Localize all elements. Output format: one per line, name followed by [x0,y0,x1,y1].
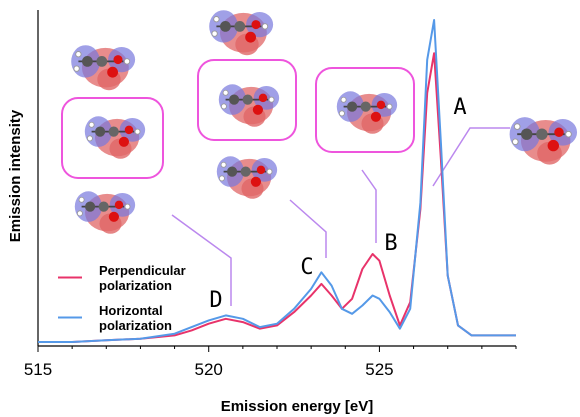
hydrogen-atom [76,210,83,217]
oxygen-atom [108,211,119,222]
carbon-atom [95,126,106,137]
legend-entry-text: polarization [99,278,172,293]
x-ticks: 515 520 525 [24,346,517,379]
hydrogen-atom [213,16,220,23]
molecule-orbital-illustration [336,91,398,134]
carbon-atom [234,21,246,32]
molecule-orbital-illustration [509,117,578,165]
carbon-atom [85,201,96,212]
carbon-atom [347,101,358,112]
oxygen-atom [258,93,268,103]
hydrogen-atom [73,65,80,72]
peak-label-c: C [300,255,313,280]
molecule-orbital-illustration [74,191,136,234]
peak-label-a: A [453,95,466,120]
hydrogen-atom [78,196,85,203]
pointer-line [432,127,510,187]
orbital-frame [315,67,415,153]
hydrogen-atom [75,51,82,58]
oxygen-atom [113,55,123,65]
oxygen-atom [252,104,263,115]
carbon-atom [82,56,93,67]
carbon-atom [227,166,238,177]
x-tick-label: 520 [195,360,223,379]
carbon-atom [98,201,109,212]
oxygen-atom [251,20,261,30]
x-axis-label: Emission energy [eV] [221,398,374,415]
oxygen-atom [118,136,129,147]
molecule-orbital-illustration [71,45,136,91]
hydrogen-atom [220,103,227,110]
y-axis-label: Emission intensity [7,109,24,242]
peak-label-d: D [209,288,222,313]
horizontal-polarization-line [38,19,516,343]
legend-entry-text: Horizontal [99,303,163,318]
pointer-line [171,214,232,306]
oxygen-atom [124,125,134,135]
oxygen-atom [256,165,266,175]
oxygen-atom [376,100,386,110]
oxygen-atom [250,176,261,187]
hydrogen-atom [511,138,519,146]
hydrogen-atom [222,89,229,96]
hydrogen-atom [340,96,347,103]
carbon-atom [229,94,240,105]
carbon-atom [108,126,119,137]
peak-labels: A B C D [209,95,466,313]
oxygen-atom [114,200,124,210]
peak-label-b: B [384,231,397,256]
hydrogen-atom [123,58,131,65]
orbital-frame [197,59,297,141]
x-tick-label: 525 [365,360,393,379]
oxygen-atom [554,127,564,138]
hydrogen-atom [86,135,93,142]
carbon-atom [242,94,253,105]
legend: PerpendicularpolarizationHorizontalpolar… [58,263,186,333]
hydrogen-atom [261,23,269,30]
molecule-orbital-illustration [218,84,280,127]
legend-entry-text: polarization [99,318,172,333]
carbon-atom [240,166,251,177]
plot-area: 515 520 525 [24,10,517,379]
hydrogen-atom [134,128,141,135]
carbon-atom [96,56,108,67]
molecule-orbital-illustration [209,10,274,56]
hydrogen-atom [211,30,218,37]
orbital-frame [61,97,164,179]
oxygen-atom [107,66,118,78]
carbon-atom [536,128,548,140]
molecule-orbital-illustration [84,116,146,159]
hydrogen-atom [266,168,273,175]
carbon-atom [220,21,231,32]
hydrogen-atom [88,121,95,128]
series-lines [38,19,516,343]
x-tick-label: 515 [24,360,52,379]
hydrogen-atom [513,123,521,130]
hydrogen-atom [338,110,345,117]
pointer-line [361,169,377,243]
hydrogen-atom [220,161,227,168]
legend-entry-text: Perpendicular [99,263,186,278]
hydrogen-atom [386,103,393,110]
hydrogen-atom [565,130,572,138]
carbon-atom [521,128,533,140]
oxygen-atom [370,111,381,122]
molecule-orbital-illustration [216,156,278,199]
carbon-atom [360,101,371,112]
oxygen-atom [245,31,256,43]
hydrogen-atom [218,175,225,182]
hydrogen-atom [124,203,131,210]
peak-pointer-lines [171,127,510,306]
oxygen-atom [547,139,559,152]
pointer-line [289,199,327,258]
orbital-illustrations [61,10,578,234]
hydrogen-atom [268,96,275,103]
